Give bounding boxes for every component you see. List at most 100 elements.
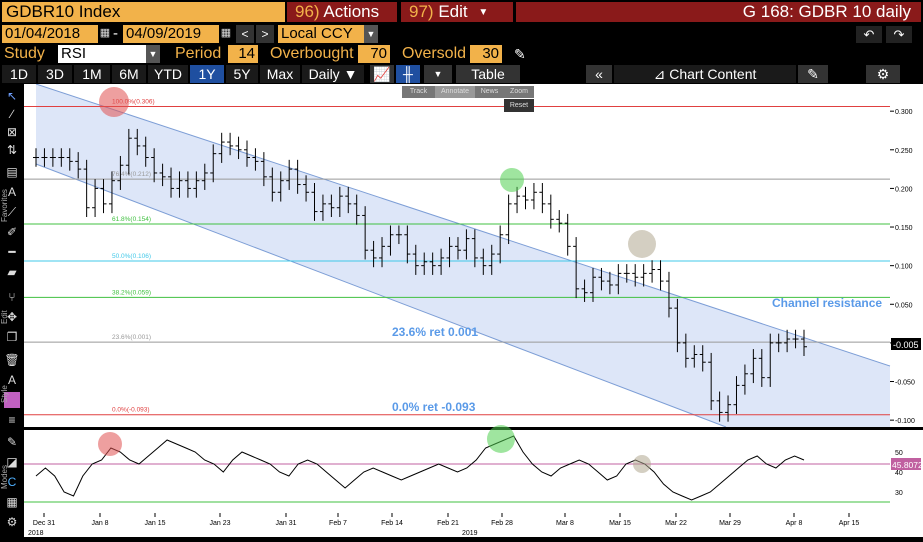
annotation-icon[interactable]: ⊠ [6,125,18,139]
double-chevron-left-icon[interactable]: « [586,65,612,83]
study-label: Study [4,45,45,62]
oversold-input[interactable]: 30 [470,45,502,63]
brush-icon[interactable]: ✐ [6,225,18,239]
move-icon[interactable]: ✥ [6,310,18,324]
ohlc-bar [33,148,39,167]
ohlc-bar [530,183,537,210]
calendar-icon[interactable]: ▦ [99,27,111,39]
edit-menu[interactable]: 97) Edit ▼ [401,2,513,22]
x-subtitle-2019: 2019 [462,530,478,537]
previous-period-button[interactable]: < [236,25,254,43]
ohlc-bar [379,237,386,268]
overbought-input[interactable]: 70 [358,45,390,63]
ohlc-bar [117,155,124,190]
ohlc-bar [573,237,580,299]
fork-icon[interactable]: ⑂ [8,290,16,304]
frequency-select[interactable]: Daily ▼ [302,65,364,83]
ticker-field[interactable]: GDBR10 Index [2,2,285,22]
chevron-down-icon[interactable]: ▼ [146,45,160,63]
ohlc-bar [674,298,681,353]
annotation-0: 0.0% ret -0.093 [392,400,476,414]
track-button[interactable]: Track [409,88,428,95]
x-tick-label: Dec 31 [33,520,55,527]
chart-type-dropdown[interactable]: ▼ [424,65,452,83]
range-5y[interactable]: 5Y [226,65,258,83]
range-1m[interactable]: 1M [74,65,110,83]
channel-lower-line [35,163,727,428]
start-date-input[interactable]: 01/04/2018 [2,25,98,43]
chart-area[interactable]: 100.0%(0.306) 76.4%(0.212) 61.8%(0.154) 50.… [24,83,923,537]
ruler-icon[interactable]: ⇅ [6,143,18,157]
horizontal-line-icon[interactable]: ━ [8,245,16,259]
ohlc-chart-icon[interactable]: ╫ [396,65,420,83]
actions-menu[interactable]: 96) Actions ▼ [287,2,397,38]
ohlc-bar [159,163,166,187]
end-date-input[interactable]: 04/09/2019 [123,25,219,43]
ohlc-bar [83,159,90,217]
highlight-icon[interactable]: ◪ [6,455,18,469]
undo-icon[interactable]: ↶ [856,26,882,43]
x-axis-ticks: Dec 31 Jan 8 Jan 15 Jan 23 Jan 31 Feb 7 Feb 14… [33,513,860,527]
text-icon[interactable]: A [7,185,16,199]
bar-chart-icon[interactable]: ▤ [6,165,18,179]
edit-icon[interactable]: ✎ [798,65,828,83]
pencil-icon[interactable]: ✎ [514,46,526,62]
x-tick-label: Feb 28 [491,520,513,527]
ohlc-bar [497,225,504,264]
channel-icon[interactable]: ▰ [7,265,17,279]
annotation-channel-resistance: Channel resistance [772,296,882,310]
color-swatch-icon[interactable] [4,392,20,408]
study-bar: Study RSI ▼ Period 14 Overbought 70 Over… [0,44,923,64]
copy-icon[interactable]: ❐ [6,330,18,344]
pointer-icon[interactable]: ↖ [6,89,18,103]
ohlc-bar [564,213,571,256]
channel-upper-line [35,83,891,367]
last-price-badge [891,338,921,350]
range-6m[interactable]: 6M [112,65,146,83]
next-period-button[interactable]: > [256,25,274,43]
news-button[interactable]: News [480,88,499,95]
chart-content-button[interactable]: ⊿ Chart Content [614,65,796,83]
redo-icon[interactable]: ↷ [886,26,912,43]
ohlc-bar [657,260,664,291]
ohlc-bar [471,229,478,268]
layers-icon[interactable]: ▦ [6,495,18,509]
range-max[interactable]: Max [260,65,300,83]
range-3d[interactable]: 3D [38,65,72,83]
x-tick-label: Apr 8 [786,520,803,527]
ohlc-bar [590,267,597,302]
ohlc-bar [319,194,326,221]
period-input[interactable]: 14 [228,45,258,63]
range-ytd[interactable]: YTD [148,65,188,83]
rsi-highlight-green [487,425,515,453]
ohlc-bar [193,171,200,198]
refresh-icon[interactable]: C [7,475,17,489]
currency-select[interactable]: Local CCY [278,25,378,43]
ohlc-bar [699,345,706,372]
style-label: Style [0,385,9,403]
chevron-down-icon[interactable]: ▼ [364,25,378,43]
line-chart-icon[interactable]: 📈 [370,65,394,83]
line-style-icon[interactable]: ≡ [8,413,16,427]
y-tick-label: 0.050 [895,302,913,309]
delete-icon[interactable]: 🗑 [4,353,20,367]
pen-icon[interactable]: ✎ [6,435,18,449]
reset-button[interactable]: Reset [504,99,534,112]
range-1y[interactable]: 1Y [190,65,224,83]
x-tick-label: Apr 15 [839,520,860,527]
text-style-icon[interactable]: A [7,373,16,387]
settings-icon[interactable]: ⚙ [6,515,18,529]
annotate-button[interactable]: Annotate [435,86,475,98]
line-tool-icon[interactable]: ⟋ [7,205,17,219]
x-tick-label: Mar 15 [609,520,631,527]
x-tick-label: Feb 7 [329,520,347,527]
pencil-icon[interactable]: ∕ [10,107,13,121]
study-select[interactable]: RSI [58,45,160,63]
gear-icon[interactable]: ⚙ [866,65,900,83]
calendar-icon[interactable]: ▦ [220,27,232,39]
table-button[interactable]: Table [456,65,520,83]
ohlc-bar [210,144,217,183]
zoom-button[interactable]: Zoom [510,88,528,95]
ohlc-bar [404,225,411,264]
range-1d[interactable]: 1D [2,65,36,83]
